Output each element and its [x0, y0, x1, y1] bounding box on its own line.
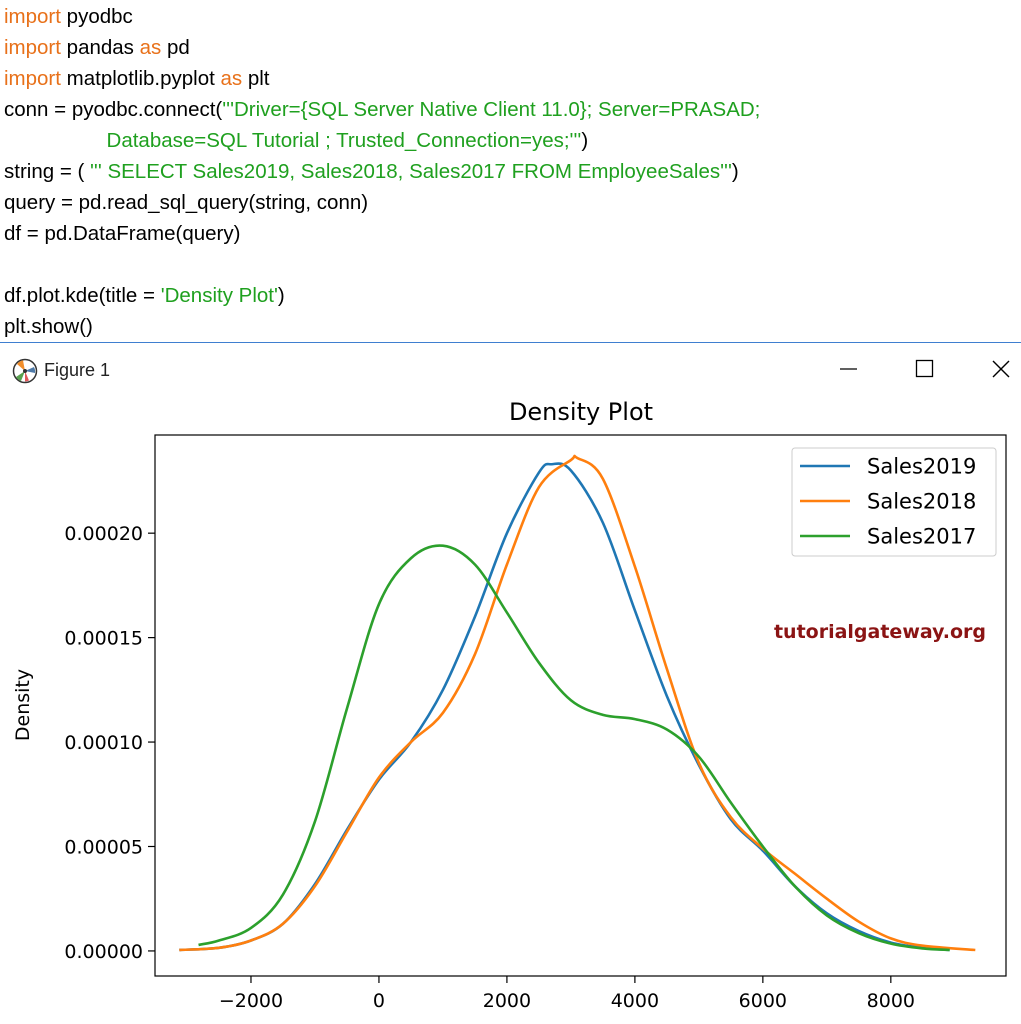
- x-tick-label: 8000: [867, 990, 915, 1012]
- x-tick-label: 6000: [739, 990, 787, 1012]
- y-tick-label: 0.00010: [64, 732, 143, 754]
- window-title: Figure 1: [44, 360, 111, 380]
- code-line: plt.show(): [4, 312, 93, 342]
- code-line: df = pd.DataFrame(query): [4, 219, 240, 249]
- minimize-icon: [840, 368, 857, 370]
- code-line: import pandas as pd: [4, 33, 190, 63]
- code-token: as: [139, 36, 162, 59]
- panel-divider: [0, 342, 1021, 343]
- y-tick-label: 0.00015: [64, 628, 143, 650]
- series-layer: [179, 454, 976, 952]
- code-token: string = (: [4, 160, 91, 183]
- x-tick-label: 4000: [611, 990, 659, 1012]
- legend-box: [791, 447, 997, 557]
- code-line: import pyodbc: [4, 2, 133, 32]
- figure-window: Figure 1 Density Plot: [0, 343, 1021, 1024]
- code-token: df.plot.kde(title =: [4, 284, 161, 307]
- code-token: pandas: [60, 36, 140, 59]
- density-plot-canvas: Density Plot −2000 0 2000 4000 6000 8000 0.00…: [12, 398, 1007, 1012]
- chart-title: Density Plot: [509, 398, 653, 426]
- code-token: import: [4, 67, 61, 90]
- y-tick-label: 0.00005: [64, 836, 143, 858]
- code-line: conn = pyodbc.connect('''Driver={SQL Ser…: [4, 95, 760, 125]
- series-line-Sales2018: [179, 454, 976, 952]
- close-button[interactable]: [978, 353, 1021, 385]
- legend-label: Sales2018: [867, 490, 976, 514]
- code-token: plt: [242, 67, 270, 90]
- minimize-button[interactable]: [826, 353, 872, 385]
- code-line: Database=SQL Tutorial ; Trusted_Connecti…: [4, 126, 589, 156]
- window-titlebar[interactable]: Figure 1: [0, 343, 1021, 395]
- close-icon: [992, 360, 1010, 378]
- code-token: plt.show(): [4, 315, 93, 338]
- y-tick-label: 0.00020: [64, 523, 143, 545]
- code-token: import: [4, 5, 61, 28]
- legend-label: Sales2017: [867, 525, 976, 549]
- x-tick-label: 0: [373, 990, 385, 1012]
- plot-area: [154, 434, 1007, 977]
- x-tick-label: 2000: [483, 990, 531, 1012]
- code-token: '''Driver={SQL Server Native Client 11.0…: [222, 98, 761, 121]
- legend: Sales2019 Sales2018 Sales2017: [791, 447, 997, 557]
- code-token: ): [581, 129, 589, 152]
- x-axis: −2000 0 2000 4000 6000 8000: [219, 976, 915, 1012]
- series-line-Sales2017: [198, 544, 950, 952]
- code-token: df = pd.DataFrame(query): [4, 222, 241, 245]
- axes-frame: [154, 434, 1007, 977]
- legend-label: Sales2019: [867, 455, 976, 479]
- code-token: conn = pyodbc.connect(: [4, 98, 223, 121]
- code-token: 'Density Plot': [160, 284, 278, 307]
- code-token: import: [4, 36, 61, 59]
- watermark-text: tutorialgateway.org: [774, 621, 986, 643]
- code-token: matplotlib.pyplot: [60, 67, 221, 90]
- code-token: ''' SELECT Sales2019, Sales2018, Sales20…: [90, 160, 732, 183]
- code-panel: import pyodbc import pandas as pd import m…: [0, 0, 1021, 343]
- y-axis: 0.00000 0.00005 0.00010 0.00015 0.00020: [64, 523, 155, 963]
- maximize-button[interactable]: [902, 353, 948, 385]
- code-token: pd: [161, 36, 190, 59]
- y-axis-label: Density: [12, 669, 34, 741]
- x-tick-label: −2000: [219, 990, 283, 1012]
- code-line: df.plot.kde(title = 'Density Plot'): [4, 281, 285, 311]
- code-line: import matplotlib.pyplot as plt: [4, 64, 270, 94]
- code-token: Database=SQL Tutorial ; Trusted_Connecti…: [4, 129, 582, 152]
- y-tick-label: 0.00000: [64, 941, 143, 963]
- code-token: ): [277, 284, 285, 307]
- code-line: query = pd.read_sql_query(string, conn): [4, 188, 368, 218]
- code-token: query = pd.read_sql_query(string, conn): [4, 191, 369, 214]
- code-token: ): [731, 160, 739, 183]
- maximize-icon: [915, 359, 934, 378]
- code-line: string = ( ''' SELECT Sales2019, Sales20…: [4, 157, 739, 187]
- code-token: pyodbc: [60, 5, 133, 28]
- matplotlib-icon: [12, 358, 38, 384]
- code-token: as: [220, 67, 243, 90]
